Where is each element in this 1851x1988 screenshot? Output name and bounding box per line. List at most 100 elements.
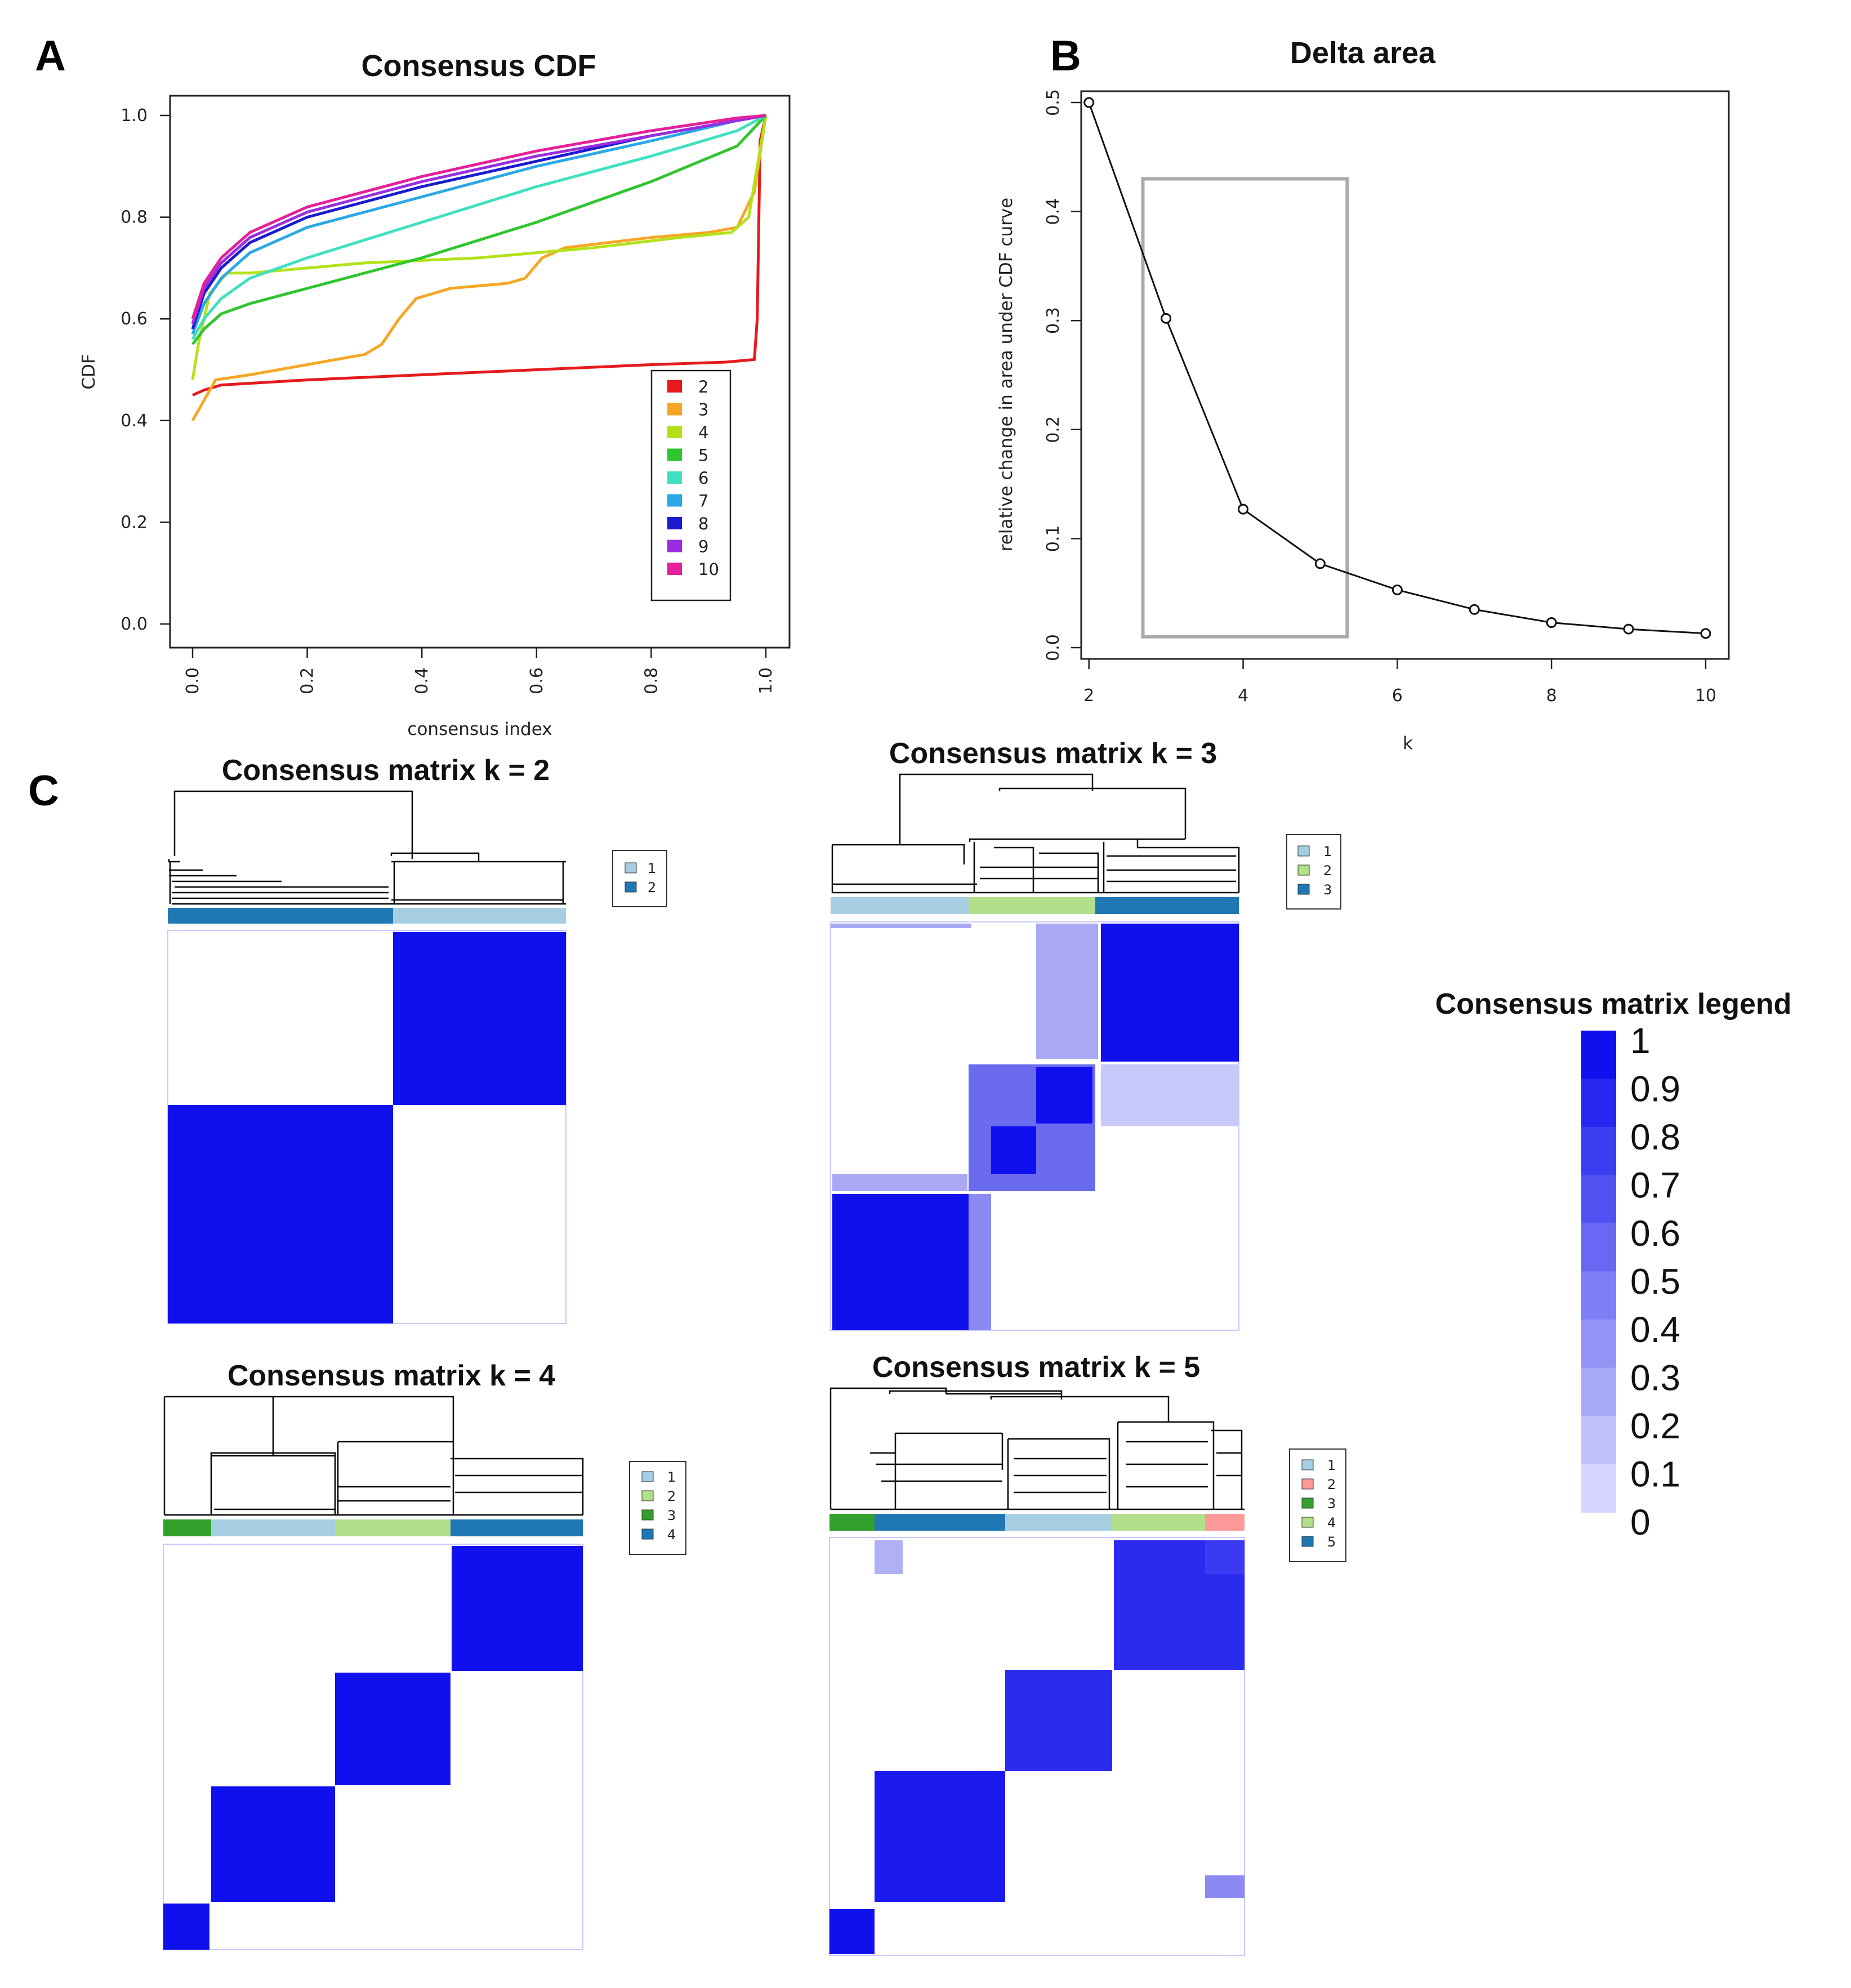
delta-x-tick-label: 2 bbox=[1083, 686, 1094, 706]
cdf-x-axis: 0.0 0.2 0.4 0.6 0.8 1.0 bbox=[183, 648, 776, 694]
cdf-line-k2 bbox=[191, 115, 768, 396]
k3-sub-block-a bbox=[1036, 1067, 1092, 1124]
k3-block-cluster-1 bbox=[832, 1194, 969, 1330]
cdf-legend-swatch-k10 bbox=[667, 563, 682, 575]
delta-area-chart: Delta area 0.0 0.1 0.2 0.3 0.4 0.5 2 4 6 8 10 rel… bbox=[996, 36, 1730, 754]
k3-legend-label-3: 3 bbox=[1323, 882, 1332, 898]
scale-band bbox=[1581, 1127, 1616, 1176]
k2-legend-swatch-1 bbox=[625, 862, 637, 873]
cdf-line-k7 bbox=[191, 114, 766, 335]
cdf-legend-swatch-k7 bbox=[667, 494, 682, 507]
k2-legend-label-1: 1 bbox=[648, 861, 656, 876]
k4-legend-swatch-2 bbox=[641, 1490, 654, 1501]
delta-y-tick-label: 0.5 bbox=[1043, 89, 1063, 116]
cdf-legend-label-k3: 3 bbox=[698, 400, 708, 420]
k5-offdiag-b bbox=[1205, 1875, 1245, 1898]
scale-band bbox=[1581, 1223, 1616, 1272]
scale-label: 0.5 bbox=[1630, 1262, 1680, 1302]
cdf-x-tick-label: 0.4 bbox=[412, 667, 432, 694]
cdf-title: Consensus CDF bbox=[361, 49, 596, 83]
cdf-legend-swatch-k4 bbox=[667, 426, 682, 438]
k5-legend-label-4: 4 bbox=[1327, 1515, 1336, 1531]
delta-point-k9 bbox=[1623, 623, 1634, 635]
k5-block-cluster-3 bbox=[829, 1909, 875, 1954]
k3-legend: 1 2 3 bbox=[1286, 834, 1341, 910]
k4-legend-label-1: 1 bbox=[667, 1469, 676, 1485]
cdf-y-tick-label: 1.0 bbox=[121, 106, 148, 126]
consensus-scale-legend: Consensus matrix legend 1 0.9 0.8 0.7 0.6 0.5… bbox=[1435, 988, 1792, 1543]
k3-legend-swatch-1 bbox=[1297, 845, 1310, 857]
consensus-matrix-k5: Consensus matrix k = 5 1 2 3 4 5 bbox=[829, 1351, 1346, 1956]
k3-title: Consensus matrix k = 3 bbox=[889, 737, 1217, 770]
k2-block-cluster-2 bbox=[168, 1105, 393, 1323]
delta-x-tick-label: 4 bbox=[1238, 686, 1248, 706]
delta-highlight-box bbox=[1141, 177, 1349, 639]
cdf-y-axis: 0.0 0.2 0.4 0.6 0.8 1.0 bbox=[121, 106, 170, 634]
k4-legend-label-4: 4 bbox=[667, 1527, 676, 1543]
cdf-legend-swatch-k3 bbox=[667, 403, 682, 416]
cdf-x-tick-label: 0.2 bbox=[298, 667, 318, 694]
panel-label-c: C bbox=[28, 767, 59, 815]
k4-legend: 1 2 3 4 bbox=[629, 1461, 686, 1555]
delta-point-k4 bbox=[1238, 503, 1248, 515]
cdf-x-tick-label: 0.0 bbox=[183, 667, 203, 694]
k3-fringe bbox=[969, 1194, 991, 1330]
k3-mid-block-c bbox=[832, 1174, 967, 1191]
delta-point-k7 bbox=[1469, 604, 1480, 615]
k3-sub-block-b bbox=[991, 1126, 1036, 1174]
cdf-legend-label-k10: 10 bbox=[698, 560, 719, 579]
cdf-legend-label-k6: 6 bbox=[698, 469, 708, 488]
k5-cluster-bar-1 bbox=[1005, 1514, 1112, 1531]
cdf-legend-label-k7: 7 bbox=[698, 492, 708, 511]
consensus-matrix-k2: Consensus matrix k = 2 1 2 bbox=[167, 754, 667, 1324]
cdf-legend-swatch-k2 bbox=[667, 380, 682, 393]
k4-legend-frame bbox=[629, 1461, 686, 1555]
cdf-x-tick-label: 0.8 bbox=[641, 667, 661, 694]
k4-block-cluster-3 bbox=[163, 1904, 209, 1950]
delta-point-k8 bbox=[1546, 617, 1557, 628]
k3-mid-strip bbox=[831, 924, 971, 928]
cdf-line-k10 bbox=[191, 114, 766, 319]
k5-cluster-bar-4 bbox=[1112, 1514, 1205, 1531]
cdf-x-tick-label: 0.6 bbox=[527, 667, 547, 694]
scale-label: 0.4 bbox=[1630, 1309, 1680, 1350]
cdf-chart: Consensus CDF 0.00.20.40.60.81.0 0.0 0.2 0… bbox=[79, 49, 791, 739]
k5-legend-frame bbox=[1289, 1448, 1346, 1562]
k3-block-cluster-3 bbox=[1101, 924, 1239, 1062]
cdf-legend-label-k4: 4 bbox=[698, 423, 708, 442]
scale-label: 0.7 bbox=[1630, 1165, 1680, 1206]
delta-point-k6 bbox=[1391, 584, 1403, 595]
cdf-legend-swatch-k6 bbox=[667, 471, 682, 484]
k4-legend-label-2: 2 bbox=[667, 1488, 676, 1504]
k5-block-cluster-2 bbox=[1205, 1540, 1245, 1574]
cdf-y-tick-label: 0.4 bbox=[121, 411, 148, 431]
delta-line bbox=[1088, 102, 1706, 635]
k2-legend-swatch-2 bbox=[625, 881, 637, 893]
k5-legend-label-5: 5 bbox=[1327, 1534, 1336, 1550]
delta-plot-frame bbox=[1080, 90, 1730, 660]
k5-legend-label-2: 2 bbox=[1327, 1477, 1336, 1492]
cdf-legend-frame bbox=[650, 369, 732, 601]
delta-x-tick-label: 10 bbox=[1695, 686, 1716, 706]
cdf-line-k4 bbox=[191, 115, 768, 380]
scale-label: 0.3 bbox=[1630, 1358, 1680, 1398]
k2-dendrogram bbox=[168, 790, 566, 905]
k3-dendrogram bbox=[831, 773, 1240, 894]
k5-cluster-bar-2 bbox=[1205, 1514, 1245, 1531]
k4-dendrogram bbox=[163, 1396, 584, 1516]
k2-legend-label-2: 2 bbox=[648, 880, 656, 895]
scale-color-bar bbox=[1581, 1031, 1616, 1513]
cdf-legend-swatch-k8 bbox=[667, 517, 682, 529]
scale-band bbox=[1581, 1175, 1616, 1224]
k5-legend-label-1: 1 bbox=[1327, 1457, 1336, 1473]
delta-series bbox=[1083, 97, 1711, 639]
k5-cluster-bar-5 bbox=[875, 1514, 1005, 1531]
k4-block-cluster-4 bbox=[452, 1546, 583, 1671]
k5-block-cluster-1 bbox=[1005, 1670, 1112, 1771]
k2-cluster-bar-2 bbox=[168, 908, 393, 924]
scale-labels: 1 0.9 0.8 0.7 0.6 0.5 0.4 0.3 0.2 0.1 0 bbox=[1630, 1020, 1680, 1543]
k5-legend: 1 2 3 4 5 bbox=[1289, 1448, 1346, 1562]
k5-title: Consensus matrix k = 5 bbox=[872, 1351, 1200, 1384]
scale-band bbox=[1581, 1464, 1616, 1513]
